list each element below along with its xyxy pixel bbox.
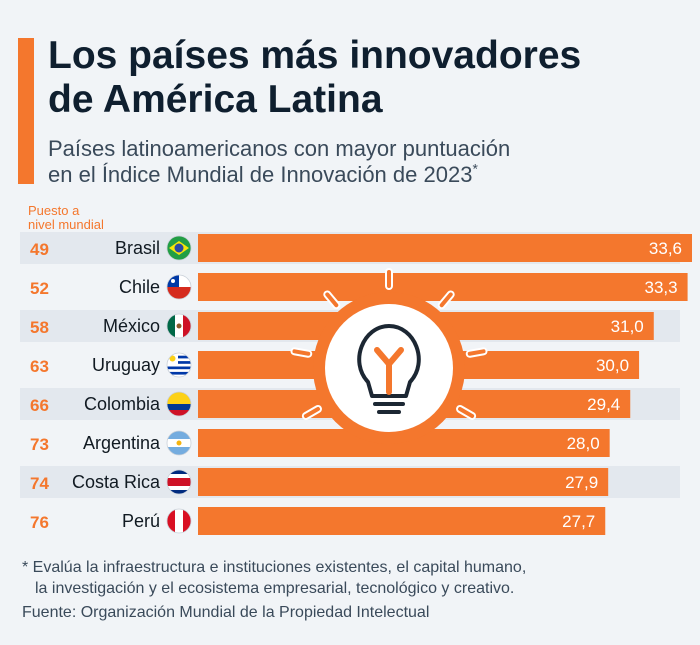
costa-rica-flag-ring (166, 469, 192, 495)
peru-flag-ring (166, 508, 192, 534)
chile-flag-ring (166, 274, 192, 300)
rank-label: 66 (30, 396, 49, 415)
argentina-flag-ring (166, 430, 192, 456)
subtitle-footnote-marker: * (472, 160, 478, 177)
value-label: 30,0 (596, 356, 629, 375)
bar-row: 52 Chile 33,3 (20, 271, 688, 303)
mexico-flag-icon (167, 314, 191, 338)
country-label: Perú (122, 511, 160, 531)
brazil-flag-ring (166, 235, 192, 261)
subtitle: Países latinoamericanos con mayor puntua… (48, 136, 668, 188)
value-label: 31,0 (611, 317, 644, 336)
mexico-flag-ring (166, 313, 192, 339)
country-label: Costa Rica (72, 472, 161, 492)
value-label: 29,4 (587, 395, 620, 414)
value-label: 28,0 (567, 434, 600, 453)
country-label: Colombia (84, 394, 161, 414)
country-label: México (103, 316, 160, 336)
argentina-flag-icon (167, 431, 191, 455)
rank-column-header: Puesto a nivel mundial (28, 204, 148, 232)
footnote: * Evalúa la infraestructura e institucio… (22, 557, 692, 599)
bottom-edge (0, 640, 700, 645)
rank-label: 73 (30, 435, 49, 454)
rank-label: 52 (30, 279, 49, 298)
costa-rica-flag-icon (167, 470, 191, 494)
country-label: Chile (119, 277, 160, 297)
value-label: 27,9 (565, 473, 598, 492)
rank-label: 58 (30, 318, 49, 337)
bar (198, 468, 609, 496)
subtitle-line-2: en el Índice Mundial de Innovación de 20… (48, 162, 473, 187)
subtitle-line-1: Países latinoamericanos con mayor puntua… (48, 136, 511, 161)
rank-label: 49 (30, 240, 49, 259)
bar-row: 49 Brasil 33,6 (20, 232, 692, 264)
value-label: 33,6 (649, 239, 682, 258)
brazil-flag-icon (167, 236, 191, 260)
value-label: 27,7 (562, 512, 595, 531)
page-title: Los países más innovadores de América La… (48, 34, 688, 122)
footnote-line-1: * Evalúa la infraestructura e institucio… (22, 559, 527, 576)
title-line-2: de América Latina (48, 78, 383, 121)
country-label: Uruguay (92, 355, 160, 375)
rank-label: 63 (30, 357, 49, 376)
value-label: 33,3 (644, 278, 677, 297)
bar (198, 234, 692, 262)
source-note: Fuente: Organización Mundial de la Propi… (22, 604, 430, 621)
bar (198, 507, 606, 535)
bar-chart: 49 Brasil 33,6 52 Chile 33,3 58 México 31,0 63 Uru… (20, 232, 692, 537)
bar-row: 74 Costa Rica 27,9 (20, 466, 680, 498)
rank-header-line-1: Puesto a (28, 203, 80, 218)
country-label: Argentina (83, 433, 161, 453)
country-label: Brasil (115, 238, 160, 258)
chart-rows: 49 Brasil 33,6 52 Chile 33,3 58 México 31,0 63 Uru… (20, 232, 692, 537)
title-accent-bar (18, 38, 34, 184)
rank-label: 76 (30, 513, 49, 532)
title-line-1: Los países más innovadores (48, 34, 582, 77)
footnote-line-2: la investigación y el ecosistema empresa… (35, 580, 515, 597)
bar-row: 76 Perú 27,7 (20, 505, 680, 537)
colombia-flag-icon (167, 392, 191, 416)
colombia-flag-ring (166, 391, 192, 417)
lightbulb-icon (290, 268, 488, 444)
rank-header-line-2: nivel mundial (28, 217, 104, 232)
uruguay-flag-ring (166, 352, 192, 378)
bar (198, 273, 688, 301)
rank-label: 74 (30, 474, 49, 493)
uruguay-flag-icon (167, 353, 191, 377)
peru-flag-icon (167, 509, 191, 533)
